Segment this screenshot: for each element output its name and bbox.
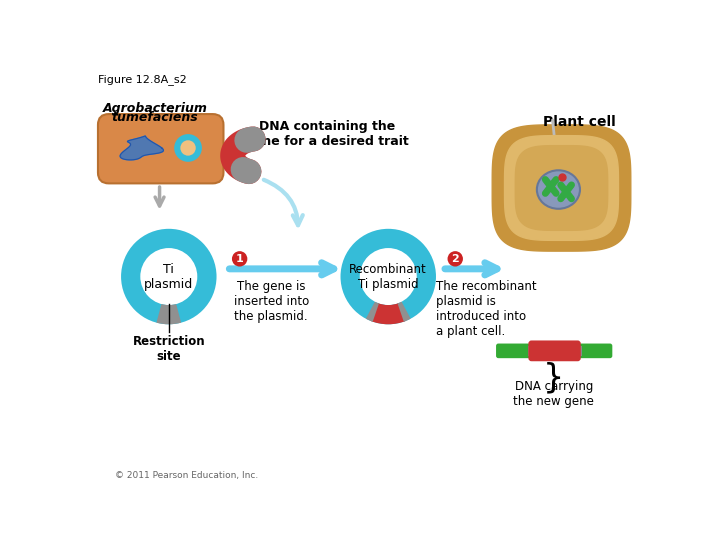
Circle shape (232, 251, 248, 267)
Polygon shape (120, 136, 163, 160)
Circle shape (180, 140, 196, 156)
Text: Agrobacterium: Agrobacterium (102, 102, 207, 115)
Wedge shape (370, 303, 406, 325)
Text: Figure 12.8A_s2: Figure 12.8A_s2 (98, 74, 186, 85)
Circle shape (341, 229, 436, 325)
Text: 1: 1 (235, 254, 243, 264)
FancyBboxPatch shape (573, 343, 612, 358)
FancyBboxPatch shape (98, 114, 223, 184)
Circle shape (140, 248, 197, 305)
Wedge shape (366, 302, 379, 322)
Text: Restriction
site: Restriction site (132, 335, 205, 363)
Circle shape (121, 229, 217, 325)
Polygon shape (505, 136, 618, 240)
Text: Ti
plasmid: Ti plasmid (144, 262, 194, 291)
FancyBboxPatch shape (528, 340, 581, 361)
Wedge shape (156, 304, 181, 325)
FancyBboxPatch shape (528, 346, 541, 356)
FancyBboxPatch shape (496, 343, 535, 358)
Text: tumefaciens: tumefaciens (112, 111, 198, 124)
Ellipse shape (537, 170, 580, 209)
Polygon shape (492, 125, 631, 251)
Polygon shape (516, 146, 608, 231)
Text: }: } (543, 361, 564, 394)
Text: The recombinant
plasmid is
introduced into
a plant cell.: The recombinant plasmid is introduced in… (436, 280, 536, 339)
Text: 2: 2 (451, 254, 459, 264)
Circle shape (448, 251, 463, 267)
Wedge shape (397, 302, 410, 322)
Circle shape (174, 134, 202, 162)
Text: DNA carrying
the new gene: DNA carrying the new gene (513, 380, 594, 408)
Text: DNA containing the
gene for a desired trait: DNA containing the gene for a desired tr… (245, 120, 408, 148)
Text: © 2011 Pearson Education, Inc.: © 2011 Pearson Education, Inc. (115, 470, 258, 480)
Text: Recombinant
Ti plasmid: Recombinant Ti plasmid (349, 262, 427, 291)
Circle shape (360, 248, 417, 305)
Text: The gene is
inserted into
the plasmid.: The gene is inserted into the plasmid. (233, 280, 309, 323)
FancyBboxPatch shape (567, 346, 582, 356)
Text: Plant cell: Plant cell (543, 115, 616, 129)
